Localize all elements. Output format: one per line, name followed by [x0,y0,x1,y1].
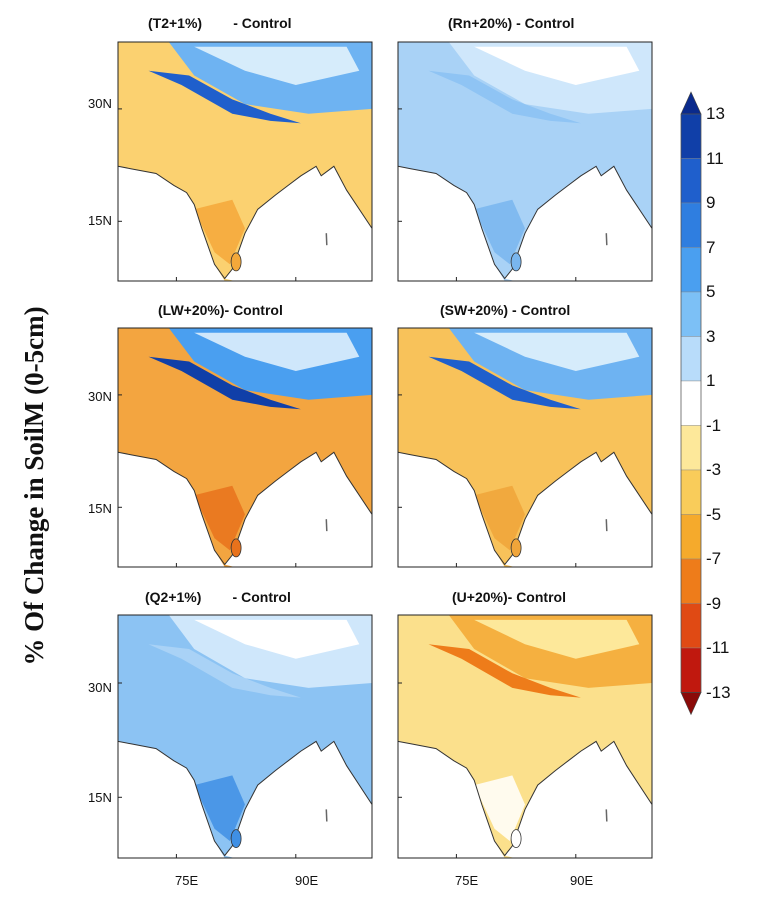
panel-3-title: (LW+20%)- Control [158,302,283,318]
lon-tick-90e: 90E [570,873,594,888]
map-panel-5 [117,614,373,859]
panel-4-title: (SW+20%) - Control [440,302,571,318]
panel-5-title: (Q2+1%) - Control [145,589,291,605]
colorbar [680,91,702,716]
lon-tick-90e: 90E [295,873,319,888]
colorbar-label: 5 [706,282,716,301]
panel-6-title: (U+20%)- Control [452,589,566,605]
colorbar-label: 1 [706,371,716,390]
colorbar-label: -5 [706,504,722,524]
panel-1-title: (T2+1%) - Control [148,15,292,31]
colorbar-label: -3 [706,460,722,479]
lat-tick-30n: 30N [88,389,112,404]
colorbar-label: 9 [706,193,716,212]
lat-tick-30n: 30N [88,96,112,111]
colorbar-label: -9 [706,593,722,613]
lat-tick-15n: 15N [88,501,112,516]
colorbar-label: 7 [706,237,716,257]
colorbar-label: -13 [706,682,731,702]
lon-tick-75e: 75E [175,873,199,888]
lat-tick-30n: 30N [88,680,112,695]
lon-tick-75e: 75E [455,873,479,888]
colorbar-label: -1 [706,415,722,435]
map-panel-2 [397,41,653,282]
lat-tick-15n: 15N [88,790,112,805]
colorbar-label: -7 [706,549,722,568]
colorbar-label: 11 [706,148,724,168]
colorbar-label: 3 [706,326,716,346]
panel-2-title: (Rn+20%) - Control [448,15,575,31]
map-panel-3 [117,327,373,568]
colorbar-label: -11 [706,638,730,657]
map-panel-6 [397,614,653,859]
colorbar-label: 13 [706,104,725,123]
map-panel-4 [397,327,653,568]
lat-tick-15n: 15N [88,213,112,228]
map-panel-1 [117,41,373,282]
